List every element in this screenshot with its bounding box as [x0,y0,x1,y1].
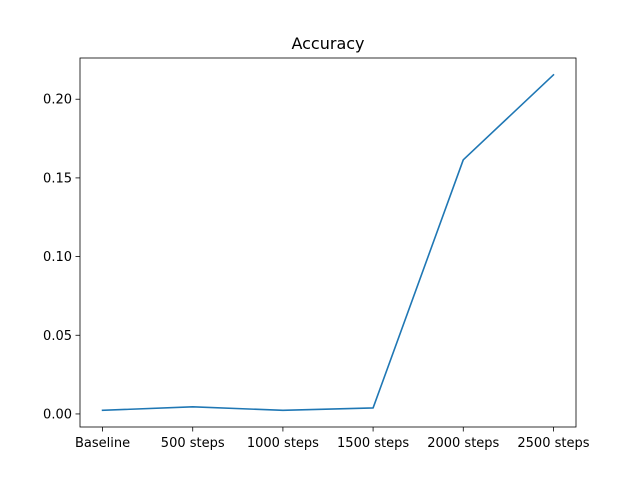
y-tick-label: 0.15 [43,171,72,186]
x-tick-label: 2500 steps [517,436,589,451]
chart-title: Accuracy [291,34,364,53]
x-tick-label: Baseline [75,436,130,451]
x-tick-label: 2000 steps [427,436,499,451]
y-tick-label: 0.00 [43,407,72,422]
y-tick-label: 0.05 [43,329,72,344]
series-line [101,73,555,412]
y-tick-label: 0.20 [43,93,72,108]
plot-area: 0.00 0.05 0.10 0.15 0.20 Baseline 500 steps 100… [43,57,590,451]
axes-frame [79,57,577,428]
x-tick-label: 1000 steps [247,436,319,451]
y-tick-label: 0.10 [43,250,72,265]
x-tick-label: 500 steps [161,436,225,451]
x-tick-label: 1500 steps [337,436,409,451]
